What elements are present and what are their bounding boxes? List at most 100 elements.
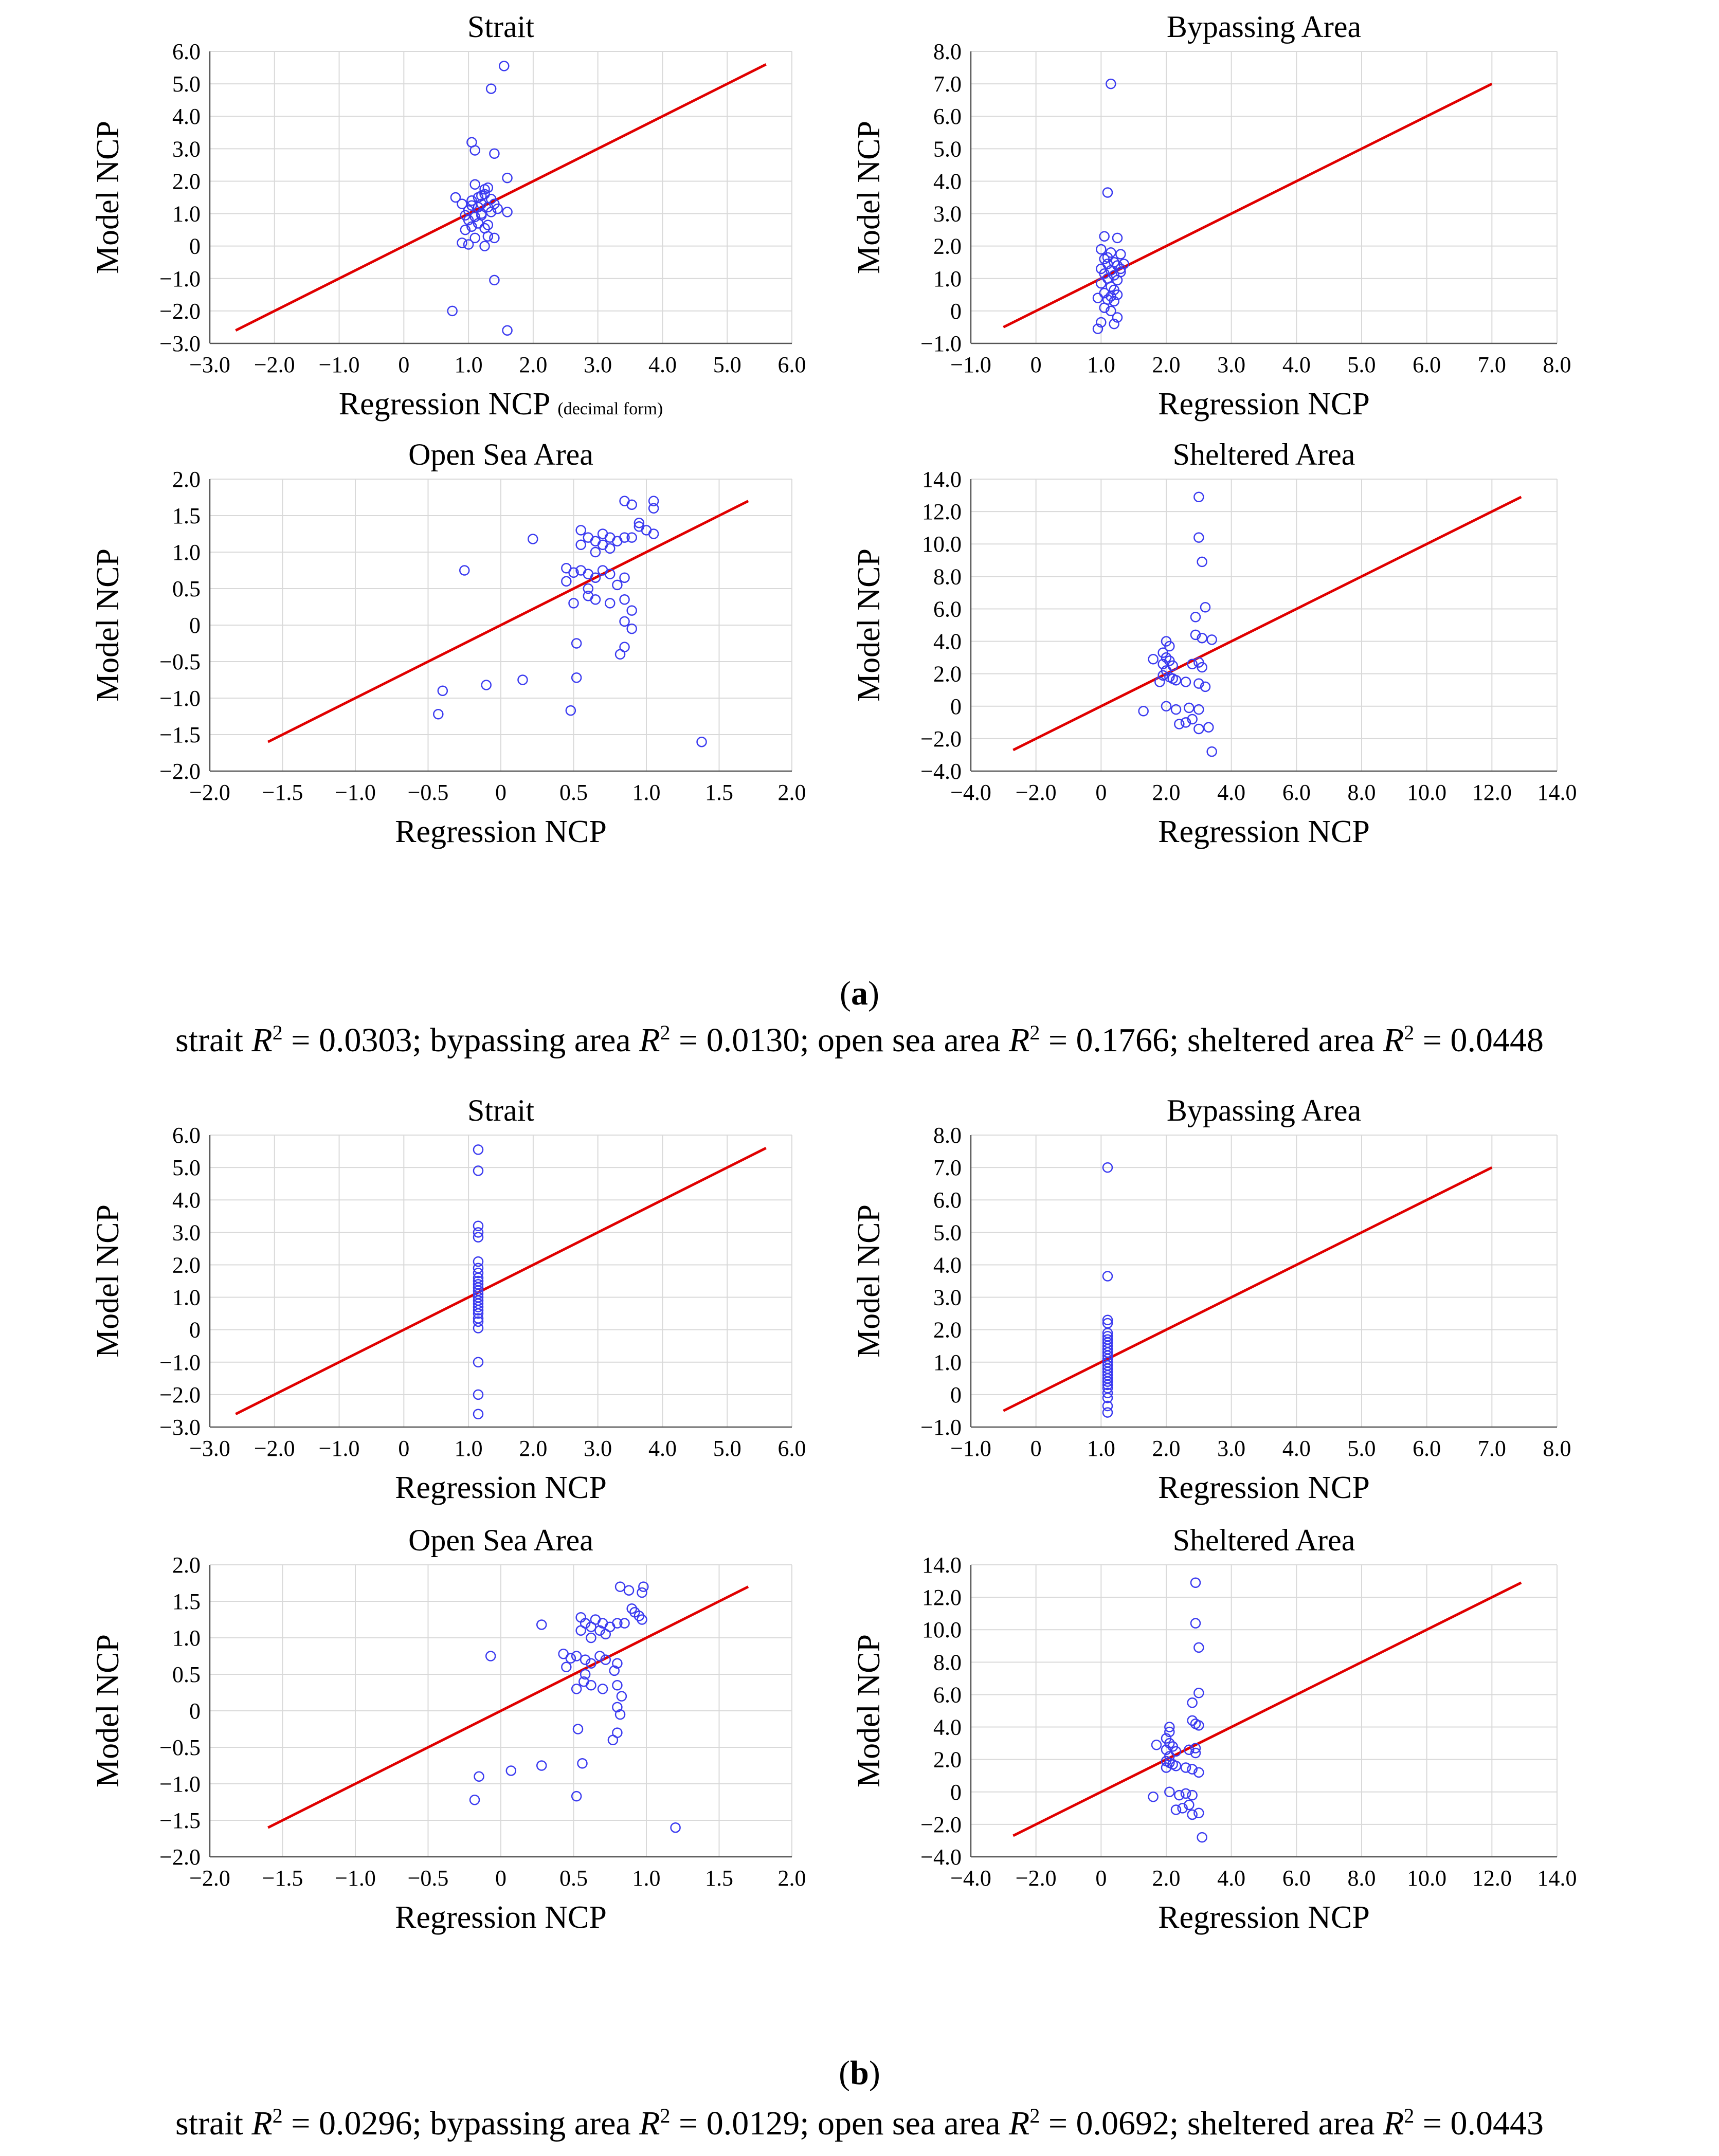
x-tick-label: 12.0	[1472, 1866, 1512, 1891]
chart-title: Strait	[467, 10, 534, 44]
x-tick-label: 1.0	[455, 1436, 483, 1461]
y-axis-label: Model NCP	[852, 121, 886, 274]
x-tick-label: −2.0	[1016, 780, 1057, 805]
x-tick-label: 0	[495, 1866, 506, 1891]
x-tick-label: 5.0	[713, 352, 741, 377]
data-point	[473, 1227, 484, 1238]
y-tick-label: 8.0	[933, 1123, 962, 1148]
data-point	[626, 499, 637, 510]
data-point	[473, 1316, 484, 1327]
data-point	[517, 674, 528, 685]
data-point	[1164, 1786, 1175, 1798]
data-point	[469, 1794, 480, 1805]
y-tick-label: 1.0	[172, 202, 201, 227]
y-tick-label: 1.0	[172, 1625, 201, 1651]
data-point	[1187, 1809, 1198, 1820]
x-tick-label: 2.0	[778, 780, 806, 805]
data-point	[1187, 1764, 1198, 1775]
data-point	[437, 685, 448, 697]
data-point	[479, 241, 490, 251]
data-point	[536, 1760, 547, 1771]
y-axis-label: Model NCP	[91, 549, 125, 702]
y-tick-label: 0	[189, 1698, 201, 1724]
y-tick-label: 12.0	[922, 1585, 962, 1610]
data-point	[637, 1587, 647, 1598]
data-point	[473, 1357, 484, 1368]
data-point	[457, 198, 467, 209]
data-point	[1193, 1720, 1204, 1731]
data-point	[1206, 746, 1217, 757]
data-point	[623, 1585, 635, 1596]
y-tick-label: 2.0	[172, 1552, 201, 1578]
data-point	[473, 202, 484, 213]
data-point	[612, 1702, 623, 1713]
data-point	[1184, 1799, 1195, 1811]
y-tick-label: 3.0	[172, 1220, 201, 1245]
x-tick-label: 1.5	[705, 780, 733, 805]
x-tick-label: −1.0	[950, 352, 991, 377]
chart-a-strait: −3.0 −2.0 −1.0 0 1.0 2.0 3.0 4.0 5.0 6.0−3.0−2.0−…	[91, 10, 806, 422]
data-point	[1102, 1271, 1113, 1282]
x-tick-label: 10.0	[1407, 1866, 1446, 1891]
x-axis-label: Regression NCP	[395, 1900, 607, 1935]
data-point	[469, 211, 480, 223]
data-point	[1180, 677, 1191, 687]
data-point	[571, 1651, 582, 1661]
x-tick-label: −1.0	[335, 780, 376, 805]
data-point	[1161, 701, 1172, 712]
data-point	[1102, 1314, 1113, 1325]
data-point	[619, 1618, 630, 1629]
data-point	[505, 1765, 517, 1776]
data-point	[1096, 317, 1107, 328]
data-point	[473, 1409, 484, 1420]
y-tick-label: 1.0	[933, 266, 962, 291]
y-tick-label: −1.0	[159, 1350, 201, 1375]
x-tick-label: 0	[1030, 1436, 1042, 1461]
data-point	[1187, 1697, 1198, 1708]
data-point	[1180, 717, 1191, 728]
data-point	[1184, 702, 1195, 714]
x-tick-label: 3.0	[584, 1436, 612, 1461]
data-point	[473, 1308, 484, 1319]
data-point	[1112, 312, 1123, 323]
data-point	[638, 1581, 649, 1592]
data-point	[561, 1661, 572, 1673]
panel-b-label: (b)	[839, 2054, 880, 2092]
x-tick-label: −0.5	[408, 1866, 449, 1891]
data-point	[502, 325, 513, 336]
data-point	[648, 503, 659, 514]
panel-b-caption: strait R2 = 0.0296; bypassing area R2 = …	[175, 2104, 1544, 2142]
data-point	[612, 1618, 623, 1629]
y-axis-label: Model NCP	[852, 1204, 886, 1358]
x-tick-label: 3.0	[1217, 352, 1245, 377]
data-point	[469, 179, 480, 190]
x-axis-label: Regression NCP (decimal form)	[339, 387, 663, 422]
x-tick-label: 6.0	[778, 352, 806, 377]
data-point	[479, 184, 490, 195]
data-point	[619, 572, 630, 583]
y-tick-label: −1.0	[159, 266, 201, 291]
data-point	[447, 305, 458, 317]
x-tick-label: 2.0	[778, 1866, 806, 1891]
y-tick-label: 1.0	[172, 540, 201, 565]
x-tick-label: 6.0	[1413, 352, 1441, 377]
data-point	[577, 1758, 588, 1769]
y-tick-label: 2.0	[933, 234, 962, 259]
data-point	[463, 239, 474, 250]
x-tick-label: −4.0	[950, 780, 991, 805]
data-point	[469, 232, 480, 244]
data-point	[696, 736, 707, 747]
y-tick-label: 0	[950, 299, 962, 324]
reference-line	[1012, 1581, 1522, 1837]
data-point	[571, 638, 582, 649]
data-point	[614, 1709, 626, 1720]
y-tick-label: 0	[189, 613, 201, 638]
x-tick-label: 4.0	[648, 1436, 677, 1461]
panel-a-label: (a)	[840, 975, 879, 1012]
data-point	[637, 1614, 647, 1625]
data-point	[580, 1654, 591, 1665]
data-point	[1187, 1789, 1198, 1801]
data-point	[485, 1651, 496, 1661]
y-tick-label: 0.5	[172, 1662, 201, 1687]
data-point	[1118, 259, 1129, 269]
